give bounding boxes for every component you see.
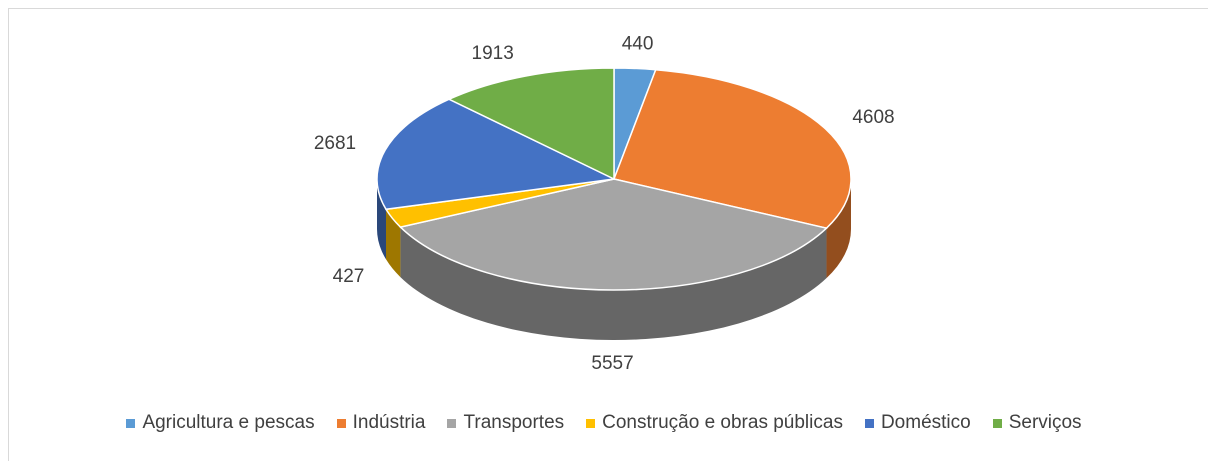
legend-label: Agricultura e pescas [142,412,315,433]
slice [447,67,615,181]
legend-swatch [864,418,874,428]
data-label: 427 [333,266,365,287]
data-label: 440 [622,34,654,55]
legend-item: Agricultura e pescas [126,412,315,434]
legend-label: Indústria [352,412,426,433]
pie-tops [376,67,852,291]
slice-side [400,227,827,341]
data-label: 2681 [314,133,356,154]
legend-swatch [126,418,136,428]
slice-side [385,209,401,278]
legend-item: Transportes [447,412,564,434]
legend-item: Indústria [336,412,426,434]
legend-item: Doméstico [864,412,971,434]
legend-swatch [336,418,346,428]
data-label: 5557 [591,353,633,374]
slice-side [826,179,851,279]
data-label: 1913 [472,43,514,64]
chart-frame [8,8,1208,461]
slice [612,68,852,229]
data-label: 4608 [852,107,894,128]
legend-swatch [447,418,457,428]
legend-swatch [586,418,596,428]
slice-side [377,179,386,260]
slice [398,178,829,291]
slice [376,98,617,211]
pie-sides [377,179,851,341]
legend-label: Transportes [463,412,565,433]
legend: Agricultura e pescas Indústria Transportes… [0,412,1208,434]
legend-label: Doméstico [880,412,971,433]
legend-label: Serviços [1008,412,1082,433]
legend-item: Construção e obras públicas [586,412,843,434]
legend-swatch [992,418,1002,428]
legend-label: Construção e obras públicas [602,412,843,433]
legend-item: Serviços [992,412,1082,434]
